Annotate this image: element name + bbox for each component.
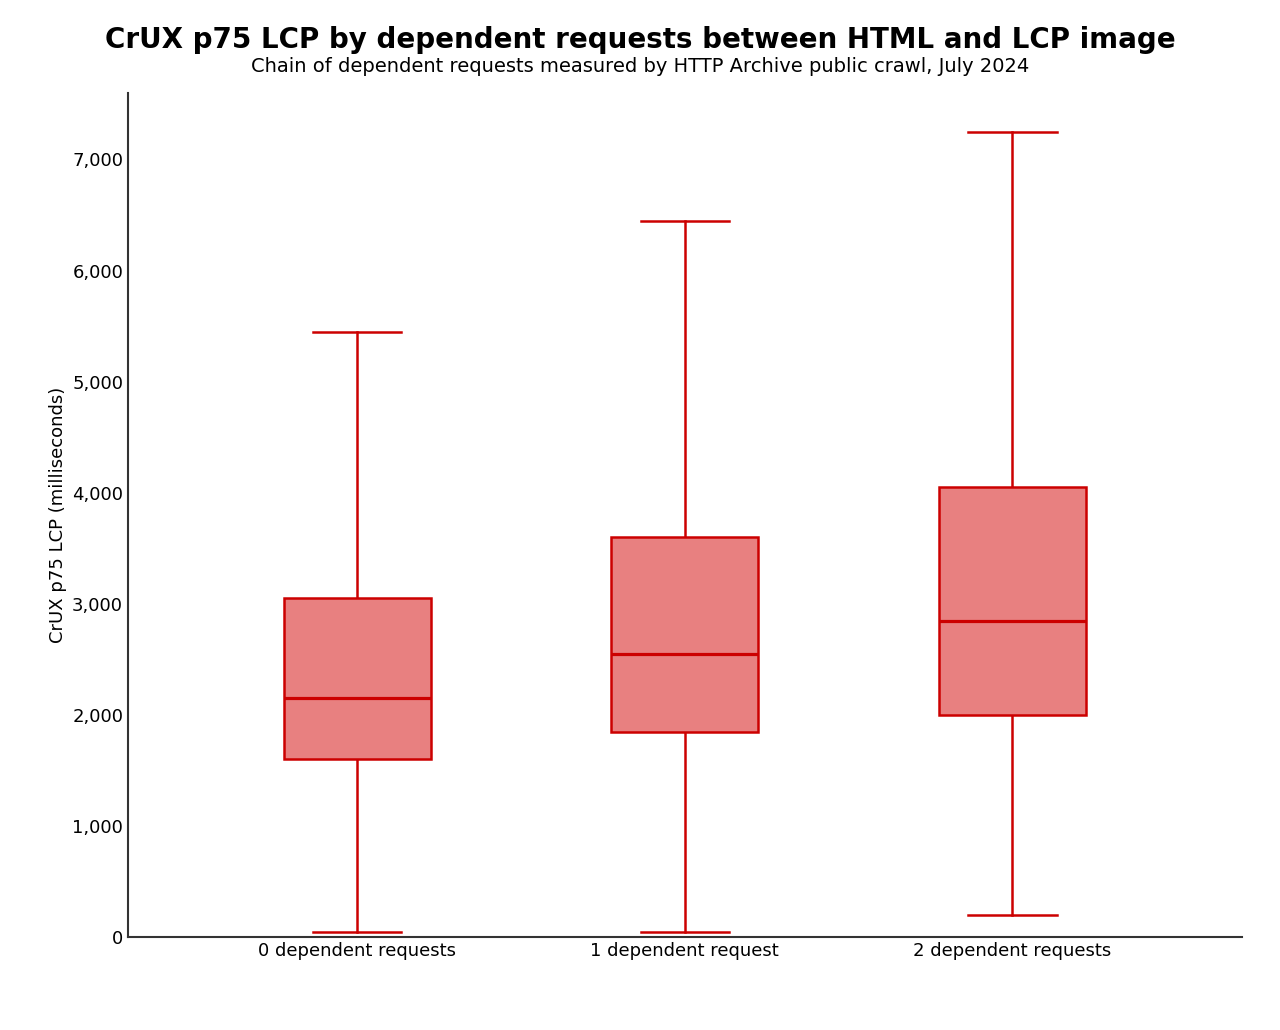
Bar bbox=[611, 538, 759, 731]
Text: Chain of dependent requests measured by HTTP Archive public crawl, July 2024: Chain of dependent requests measured by … bbox=[251, 57, 1029, 75]
Text: CrUX p75 LCP by dependent requests between HTML and LCP image: CrUX p75 LCP by dependent requests betwe… bbox=[105, 26, 1175, 54]
Y-axis label: CrUX p75 LCP (milliseconds): CrUX p75 LCP (milliseconds) bbox=[49, 387, 67, 643]
Bar bbox=[284, 598, 431, 759]
Bar bbox=[938, 487, 1085, 715]
